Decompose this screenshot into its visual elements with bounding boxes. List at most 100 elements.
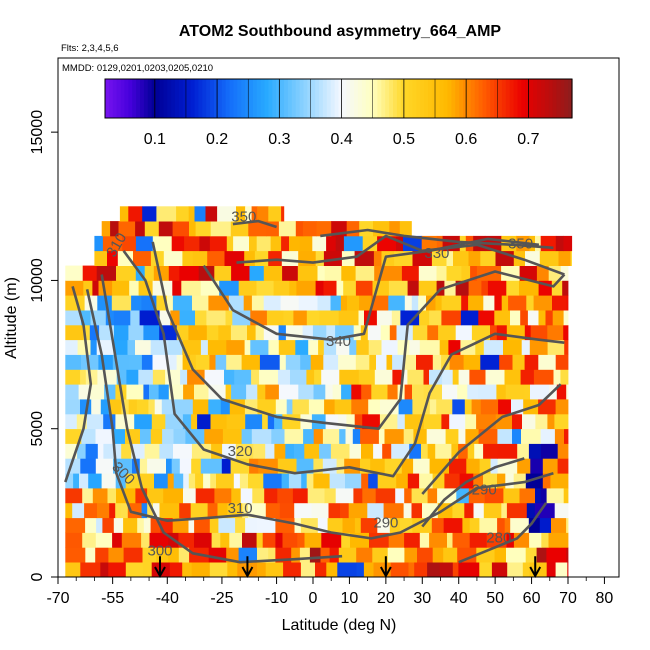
heatmap-cell — [554, 428, 565, 444]
colorbar-segment — [568, 79, 573, 118]
heatmap-cell — [131, 295, 142, 311]
heatmap-cell — [542, 458, 559, 474]
heatmap-cell — [490, 324, 498, 341]
heatmap-cell — [353, 324, 362, 341]
heatmap-cell — [324, 399, 335, 415]
heatmap-cell — [288, 473, 302, 489]
heatmap-cell — [239, 473, 249, 489]
heatmap-cell — [208, 458, 223, 474]
heatmap-cell — [282, 413, 301, 430]
heatmap-cell — [387, 384, 398, 400]
heatmap-cell — [141, 502, 148, 519]
heatmap-cell — [65, 413, 78, 430]
heatmap-cell — [441, 310, 462, 326]
heatmap-cell — [209, 517, 219, 533]
heatmap-cell — [207, 250, 225, 266]
heatmap-cell — [265, 502, 280, 519]
heatmap-cell — [408, 562, 415, 578]
colorbar-segment — [338, 79, 343, 118]
heatmap-cell — [302, 324, 314, 341]
colorbar-segment — [548, 79, 554, 118]
heatmap-cell — [341, 265, 356, 281]
heatmap-cell — [527, 310, 539, 326]
heatmap-cell — [139, 473, 155, 489]
heatmap-cell — [418, 265, 437, 281]
heatmap-cell — [556, 384, 567, 400]
heatmap-cell — [143, 324, 160, 341]
heatmap-cell — [295, 339, 309, 355]
colorbar-segment — [206, 79, 211, 118]
colorbar-segment — [330, 79, 336, 118]
heatmap-cell — [555, 562, 568, 578]
heatmap-cell — [121, 443, 132, 459]
colorbar-segment — [525, 79, 530, 118]
heatmap-cell — [119, 206, 129, 222]
heatmap-cell — [104, 384, 116, 400]
heatmap-cell — [436, 235, 443, 252]
colorbar-segment — [159, 79, 164, 118]
colorbar-segment — [217, 79, 223, 118]
heatmap-cell — [458, 443, 469, 459]
heatmap-cell — [446, 250, 454, 266]
heatmap-cell — [211, 443, 223, 459]
heatmap-cell — [205, 206, 218, 222]
x-tick-label: 40 — [450, 590, 468, 607]
heatmap-cell — [360, 517, 378, 533]
colorbar-segment — [264, 79, 270, 118]
colorbar-segment — [392, 79, 398, 118]
heatmap-cell — [194, 384, 209, 400]
heatmap-cell — [347, 295, 360, 311]
heatmap-cell — [241, 354, 261, 370]
heatmap-cell — [243, 295, 253, 311]
heatmap-cell — [182, 354, 191, 370]
colorbar-segment — [486, 79, 491, 118]
colorbar-segment — [513, 79, 519, 118]
heatmap-cell — [504, 369, 521, 385]
colorbar-segment — [213, 79, 219, 118]
heatmap-cell — [404, 488, 412, 504]
heatmap-cell — [398, 399, 413, 415]
heatmap-cell — [407, 280, 420, 296]
heatmap-cell — [396, 473, 409, 489]
heatmap-cell — [262, 532, 276, 548]
x-tick-label: 20 — [377, 590, 395, 607]
contour-line — [64, 286, 93, 483]
heatmap-cell — [153, 502, 160, 519]
heatmap-cell — [265, 443, 275, 459]
colorbar-segment — [354, 79, 359, 118]
colorbar-segment — [389, 79, 394, 118]
heatmap-cell — [496, 384, 507, 400]
heatmap-cell — [195, 221, 212, 237]
heatmap-cell — [144, 443, 160, 459]
heatmap-cell — [279, 354, 287, 370]
heatmap-cell — [179, 458, 192, 474]
heatmap-cell — [538, 310, 546, 326]
heatmap-cell — [176, 354, 184, 370]
heatmap-cell — [136, 399, 149, 415]
colorbar-segment — [233, 79, 238, 118]
heatmap-cell — [206, 324, 219, 341]
heatmap-cell — [97, 443, 104, 459]
heatmap-cell — [334, 399, 352, 415]
heatmap-cell — [183, 384, 195, 400]
heatmap-cell — [188, 517, 195, 533]
heatmap-cell — [250, 339, 269, 355]
heatmap-cell — [432, 547, 444, 563]
colorbar-segment — [509, 79, 515, 118]
heatmap-cell — [149, 384, 159, 400]
heatmap-cell — [529, 339, 548, 355]
heatmap-cell — [322, 458, 337, 474]
heatmap-cell — [452, 369, 459, 385]
heatmap-cell — [570, 250, 572, 266]
heatmap-cell — [563, 310, 569, 326]
heatmap-cell — [339, 428, 346, 444]
x-tick-label: -10 — [265, 590, 288, 607]
heatmap-cell — [172, 221, 190, 237]
heatmap-cell — [181, 280, 202, 296]
heatmap-cell — [103, 443, 122, 459]
heatmap-cell — [312, 235, 327, 252]
heatmap-cell — [528, 443, 542, 459]
heatmap-cell — [315, 562, 327, 578]
colorbar-segment — [521, 79, 526, 118]
heatmap-cell — [172, 517, 189, 533]
